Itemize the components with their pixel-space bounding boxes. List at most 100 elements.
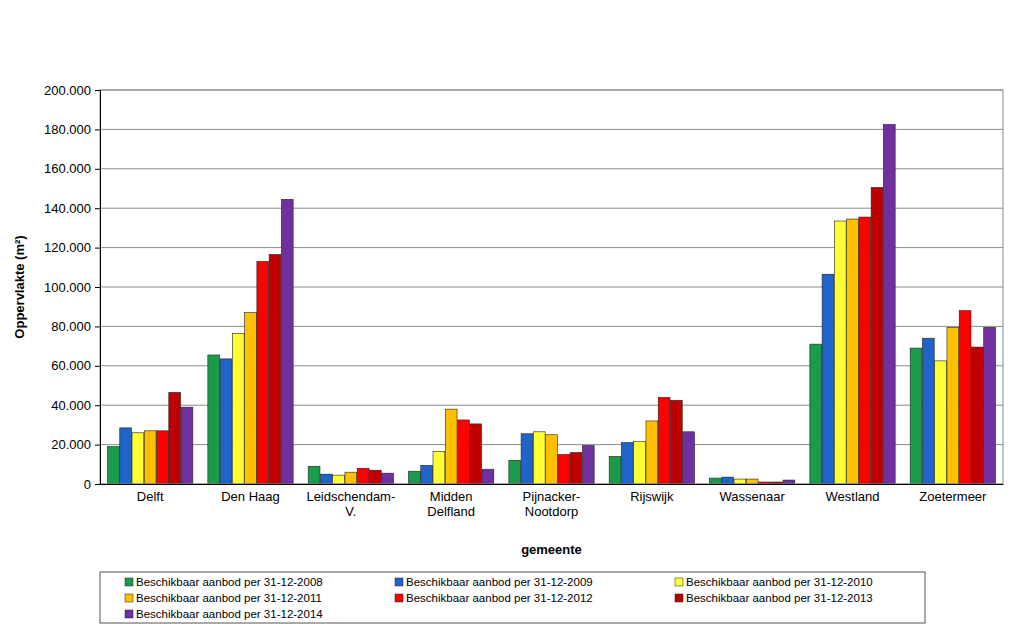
tick-label: 140.000 [44,201,91,216]
tick: Den Haag [221,484,280,504]
grid-line [100,208,1003,209]
tick: Rijswijk [630,484,674,504]
bar [382,473,394,484]
legend-swatch [125,578,133,586]
bar [220,359,232,484]
bar [746,479,758,484]
tick-label: 20.000 [51,437,91,452]
tick-label: 100.000 [44,280,91,295]
bar [883,124,895,484]
tick: MiddenDelfland [427,484,475,519]
bar [810,344,822,484]
bar [783,480,795,484]
bar [959,311,971,484]
tick-mark [95,287,100,288]
series [108,344,922,484]
chart: 0 20.000 40.000 60.000 80.000 100.000 120.000 1… [0,0,1024,624]
legend-label: Beschikbaar aanbod per 31-12-2014 [136,608,323,620]
bar [935,361,947,484]
series [181,124,995,484]
axis-line [101,484,1004,485]
tick: Delft [137,484,164,504]
bars [108,124,996,484]
legend-swatch [395,578,403,586]
tick: 60.000 [51,358,100,373]
legend-label: Beschikbaar aanbod per 31-12-2009 [406,576,593,588]
legend-swatch [125,610,133,618]
tick-label: 160.000 [44,161,91,176]
grid-line [100,129,1003,130]
bar [722,477,734,484]
x-axis-title: gemeente [521,542,582,557]
plot: 0 20.000 40.000 60.000 80.000 100.000 120.000 1… [44,83,1004,520]
bar [734,479,746,484]
bar [308,466,320,484]
legend-item: Beschikbaar aanbod per 31-12-2010 [675,576,873,588]
legend-item: Beschikbaar aanbod per 31-12-2014 [125,608,323,620]
tick: 120.000 [44,240,100,255]
bar [910,348,922,484]
tick-mark [95,445,100,446]
plot-frame [100,90,1003,484]
tick: Zoetermeer [919,484,987,504]
legend-label: Beschikbaar aanbod per 31-12-2011 [136,592,322,604]
bar [521,434,533,484]
tick-label: 0 [84,477,91,492]
bar [421,465,433,484]
tick-label: 40.000 [51,398,91,413]
legend-label: Beschikbaar aanbod per 31-12-2013 [686,592,873,604]
bar [357,468,369,484]
tick-mark [95,90,100,91]
bar [546,435,558,484]
tick-mark [95,248,100,249]
tick: 140.000 [44,201,100,216]
bar [169,392,181,484]
bar [281,199,293,484]
bar [433,451,445,484]
tick: 80.000 [51,319,100,334]
legend-item: Beschikbaar aanbod per 31-12-2012 [395,592,593,604]
series [144,219,958,484]
bar [984,327,996,484]
series [132,221,946,484]
tick-label: 200.000 [44,83,91,98]
tick-label: Leidschendam-V. [306,489,395,519]
legend-swatch [395,594,403,602]
bar [144,431,156,484]
tick-mark [95,169,100,170]
tick-label: Pijnacker-Nootdorp [523,489,581,519]
tick: 40.000 [51,398,100,413]
grid-line [100,168,1003,169]
bar [482,469,494,484]
tick: 180.000 [44,122,100,137]
legend-swatch [125,594,133,602]
tick-label: 60.000 [51,358,91,373]
bar [683,432,695,484]
tick: 200.000 [44,83,100,98]
y-axis-title: Oppervlakte (m²) [12,235,27,338]
legend-label: Beschikbaar aanbod per 31-12-2008 [136,576,323,588]
bar [509,460,521,484]
bar [609,456,621,484]
bar [132,433,144,484]
bar [458,420,470,484]
tick: Westland [826,484,880,504]
x-axis: Delft Den Haag Leidschendam-V. MiddenDelfla… [101,484,1004,519]
bar [847,219,859,484]
grid [100,90,1003,484]
bar [181,407,193,484]
bar [947,327,959,484]
tick-label: Zoetermeer [919,489,987,504]
bar [822,274,834,484]
legend-label: Beschikbaar aanbod per 31-12-2012 [406,592,593,604]
bar [834,221,846,484]
axis-line [95,91,101,485]
tick-mark [95,366,100,367]
tick-mark [95,484,100,485]
series [157,217,971,484]
tick-mark [95,208,100,209]
legend-swatch [675,594,683,602]
y-axis: 0 20.000 40.000 60.000 80.000 100.000 120.000 1… [44,83,101,492]
bar [208,355,220,484]
tick: Wassenaar [720,484,786,504]
